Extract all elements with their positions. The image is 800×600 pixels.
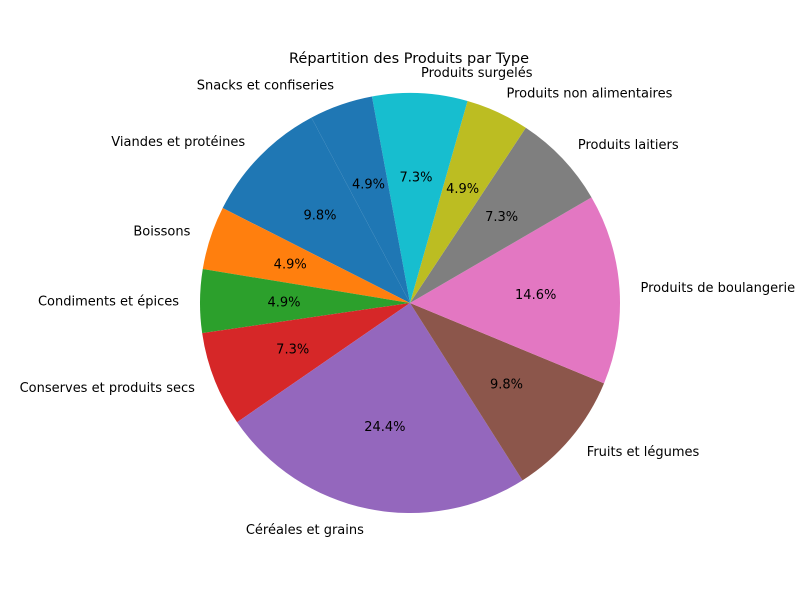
slice-percent-label: 24.4% <box>364 420 405 435</box>
slice-percent-label: 9.8% <box>490 378 523 393</box>
pie-category-labels: Viandes et protéines Boissons Condiments e… <box>20 66 795 538</box>
slice-category-label: Conserves et produits secs <box>20 381 195 396</box>
slice-category-label: Produits laitiers <box>578 138 679 153</box>
slice-percent-label: 9.8% <box>303 208 336 223</box>
slice-percent-label: 14.6% <box>515 288 556 303</box>
slice-percent-label: 4.9% <box>274 257 307 272</box>
slice-category-label: Produits surgelés <box>421 66 533 81</box>
slice-percent-label: 4.9% <box>352 178 385 193</box>
slice-category-label: Produits non alimentaires <box>507 87 673 102</box>
pie-slice <box>202 208 410 303</box>
chart-title: Répartition des Produits par Type <box>289 51 529 67</box>
slice-percent-label: 7.3% <box>399 171 432 186</box>
slice-category-label: Produits de boulangerie <box>641 281 796 296</box>
pie-slice <box>311 96 410 303</box>
slice-category-label: Snacks et confiseries <box>197 78 335 93</box>
pie-wedges <box>200 93 620 514</box>
pie-slice <box>202 303 410 423</box>
pie-slice <box>410 101 526 303</box>
slice-percent-label: 7.3% <box>276 343 309 358</box>
pie-percent-labels: 9.8% 4.9% 4.9% 7.3% 24.4% 9.8% 14.6% 7.3% 4.9% 7.… <box>267 171 556 435</box>
pie-slice <box>371 93 468 304</box>
slice-category-label: Céréales et grains <box>246 523 364 538</box>
slice-category-label: Boissons <box>133 225 190 240</box>
pie-slice <box>237 303 523 514</box>
pie-slice <box>410 127 592 304</box>
pie-slice <box>222 117 410 303</box>
slice-category-label: Condiments et épices <box>38 294 179 309</box>
slice-category-label: Viandes et protéines <box>111 135 245 150</box>
slice-category-label: Fruits et légumes <box>587 445 700 460</box>
pie-slice <box>410 303 605 481</box>
slice-percent-label: 4.9% <box>446 182 479 197</box>
pie-slice <box>200 269 410 334</box>
slice-percent-label: 4.9% <box>267 295 300 310</box>
slice-percent-label: 7.3% <box>485 210 518 225</box>
pie-slice <box>410 197 620 384</box>
